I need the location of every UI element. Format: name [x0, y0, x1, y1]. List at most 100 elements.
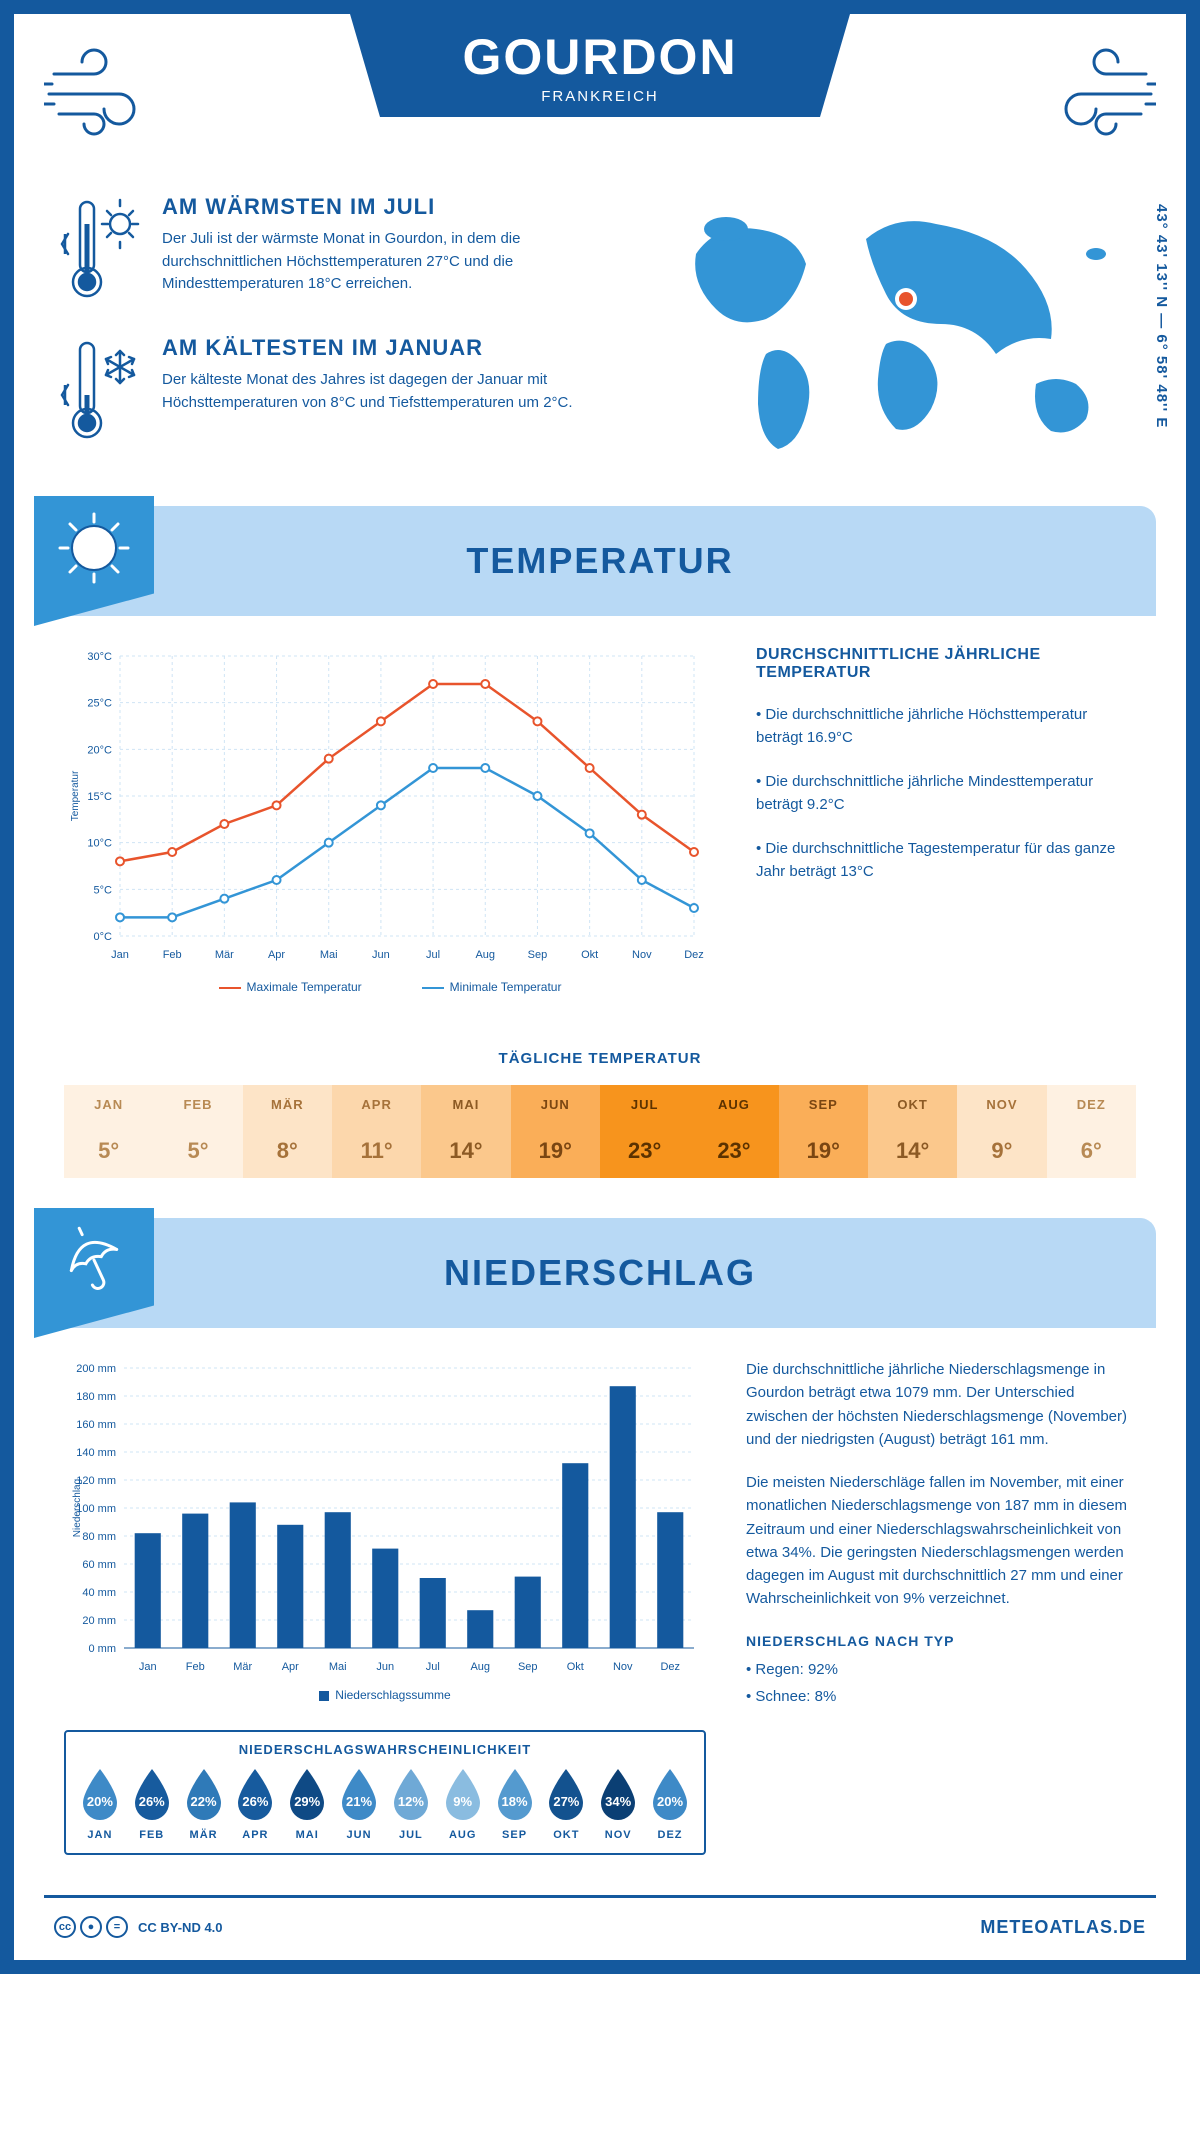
svg-text:Mär: Mär — [215, 949, 234, 961]
world-map-icon — [666, 194, 1146, 464]
svg-text:20 mm: 20 mm — [82, 1615, 116, 1627]
prob-drop: 22% MÄR — [180, 1767, 228, 1841]
svg-text:Mai: Mai — [329, 1661, 347, 1673]
svg-text:Sep: Sep — [518, 1661, 538, 1673]
temp-side-title: DURCHSCHNITTLICHE JÄHRLICHE TEMPERATUR — [756, 646, 1136, 682]
daily-cell: JUN 19° — [511, 1085, 600, 1178]
svg-text:Jul: Jul — [426, 1661, 440, 1673]
precip-text: Die durchschnittliche jährliche Niedersc… — [746, 1358, 1136, 1855]
temp-side-p1: • Die durchschnittliche jährliche Höchst… — [756, 704, 1136, 749]
umbrella-icon — [34, 1208, 154, 1338]
prob-title: NIEDERSCHLAGSWAHRSCHEINLICHKEIT — [76, 1742, 694, 1757]
world-map-block: 43° 43' 13'' N — 6° 58' 48'' E — [666, 194, 1146, 476]
svg-text:140 mm: 140 mm — [76, 1447, 116, 1459]
summary-section: AM WÄRMSTEN IM JULI Der Juli ist der wär… — [14, 184, 1186, 506]
prob-drop: 26% APR — [231, 1767, 279, 1841]
daily-cell: NOV 9° — [957, 1085, 1046, 1178]
svg-text:Jul: Jul — [426, 949, 440, 961]
svg-text:Feb: Feb — [186, 1661, 205, 1673]
temperature-summary: DURCHSCHNITTLICHE JÄHRLICHE TEMPERATUR •… — [756, 646, 1136, 994]
svg-text:Mär: Mär — [233, 1661, 252, 1673]
page-title: GOURDON — [350, 28, 850, 86]
prob-drop: 12% JUL — [387, 1767, 435, 1841]
page-subtitle: FRANKREICH — [350, 88, 850, 105]
daily-cell: DEZ 6° — [1047, 1085, 1136, 1178]
prob-drop: 18% SEP — [491, 1767, 539, 1841]
precip-legend: Niederschlagssumme — [64, 1688, 706, 1702]
svg-text:15°C: 15°C — [87, 791, 112, 803]
temperature-title: TEMPERATUR — [466, 540, 733, 582]
svg-text:Apr: Apr — [268, 949, 285, 961]
svg-text:Okt: Okt — [581, 949, 598, 961]
precip-type-2: • Schnee: 8% — [746, 1685, 1136, 1708]
prob-drop: 20% DEZ — [646, 1767, 694, 1841]
daily-cell: SEP 19° — [779, 1085, 868, 1178]
prob-drop: 9% AUG — [439, 1767, 487, 1841]
svg-text:Jun: Jun — [376, 1661, 394, 1673]
svg-text:20°C: 20°C — [87, 744, 112, 756]
svg-text:30°C: 30°C — [87, 651, 112, 663]
prob-drop: 20% JAN — [76, 1767, 124, 1841]
prob-drop: 26% FEB — [128, 1767, 176, 1841]
daily-cell: MÄR 8° — [243, 1085, 332, 1178]
svg-text:200 mm: 200 mm — [76, 1363, 116, 1375]
warmest-text: Der Juli ist der wärmste Monat in Gourdo… — [162, 228, 582, 296]
temperature-line-chart: 0°C 5°C 10°C 15°C 20°C 25°C 30°C Jan Feb Mär Apr Ma… — [64, 646, 716, 994]
precip-section-header: NIEDERSCHLAG — [44, 1218, 1156, 1328]
infographic-page: GOURDON FRANKREICH — [0, 0, 1200, 1974]
precip-p1: Die durchschnittliche jährliche Niedersc… — [746, 1358, 1136, 1451]
legend-max: Maximale Temperatur — [219, 980, 362, 994]
prob-drop: 29% MAI — [283, 1767, 331, 1841]
svg-text:Jan: Jan — [111, 949, 129, 961]
warmest-title: AM WÄRMSTEN IM JULI — [162, 194, 582, 220]
svg-text:5°C: 5°C — [94, 884, 113, 896]
precip-type-1: • Regen: 92% — [746, 1658, 1136, 1681]
svg-text:Niederschlag: Niederschlag — [72, 1479, 83, 1537]
cc-license-icon: cc ● = — [54, 1916, 128, 1938]
svg-text:Jan: Jan — [139, 1661, 157, 1673]
footer: cc ● = CC BY-ND 4.0 METEOATLAS.DE — [44, 1895, 1156, 1960]
svg-text:40 mm: 40 mm — [82, 1587, 116, 1599]
sun-icon — [34, 496, 154, 626]
svg-text:0°C: 0°C — [94, 931, 113, 943]
svg-text:Mai: Mai — [320, 949, 338, 961]
svg-text:Nov: Nov — [632, 949, 652, 961]
header: GOURDON FRANKREICH — [14, 14, 1186, 184]
svg-text:Feb: Feb — [163, 949, 182, 961]
temperature-section-header: TEMPERATUR — [44, 506, 1156, 616]
daily-cell: AUG 23° — [689, 1085, 778, 1178]
svg-text:Apr: Apr — [282, 1661, 299, 1673]
site-name: METEOATLAS.DE — [980, 1917, 1146, 1938]
thermometer-cold-icon — [54, 335, 144, 450]
daily-temp-title: TÄGLICHE TEMPERATUR — [14, 1050, 1186, 1067]
wind-icon — [1026, 44, 1156, 149]
svg-text:160 mm: 160 mm — [76, 1419, 116, 1431]
precip-probability-box: NIEDERSCHLAGSWAHRSCHEINLICHKEIT 20% JAN … — [64, 1730, 706, 1855]
license-label: CC BY-ND 4.0 — [138, 1920, 223, 1935]
svg-text:Sep: Sep — [528, 949, 548, 961]
precip-p2: Die meisten Niederschläge fallen im Nove… — [746, 1471, 1136, 1611]
daily-cell: JAN 5° — [64, 1085, 153, 1178]
daily-cell: JUL 23° — [600, 1085, 689, 1178]
daily-cell: MAI 14° — [421, 1085, 510, 1178]
svg-text:Aug: Aug — [475, 949, 495, 961]
daily-temp-table: JAN 5° FEB 5° MÄR 8° APR 11° MAI 14° JUN… — [64, 1085, 1136, 1178]
prob-drop: 27% OKT — [542, 1767, 590, 1841]
svg-text:25°C: 25°C — [87, 698, 112, 710]
svg-text:10°C: 10°C — [87, 838, 112, 850]
precip-bar-chart: 0 mm20 mm40 mm60 mm80 mm100 mm120 mm140 … — [64, 1358, 704, 1678]
coordinates-label: 43° 43' 13'' N — 6° 58' 48'' E — [1153, 204, 1170, 428]
svg-text:Aug: Aug — [470, 1661, 490, 1673]
svg-text:Okt: Okt — [567, 1661, 584, 1673]
svg-text:180 mm: 180 mm — [76, 1391, 116, 1403]
temp-side-p2: • Die durchschnittliche jährliche Mindes… — [756, 771, 1136, 816]
coldest-block: AM KÄLTESTEN IM JANUAR Der kälteste Mona… — [54, 335, 636, 450]
coldest-title: AM KÄLTESTEN IM JANUAR — [162, 335, 582, 361]
precip-type-title: NIEDERSCHLAG NACH TYP — [746, 1631, 1136, 1653]
temp-side-p3: • Die durchschnittliche Tagestemperatur … — [756, 838, 1136, 883]
daily-cell: APR 11° — [332, 1085, 421, 1178]
svg-text:0 mm: 0 mm — [89, 1643, 117, 1655]
svg-text:Nov: Nov — [613, 1661, 633, 1673]
prob-drop: 21% JUN — [335, 1767, 383, 1841]
title-ribbon: GOURDON FRANKREICH — [350, 14, 850, 117]
